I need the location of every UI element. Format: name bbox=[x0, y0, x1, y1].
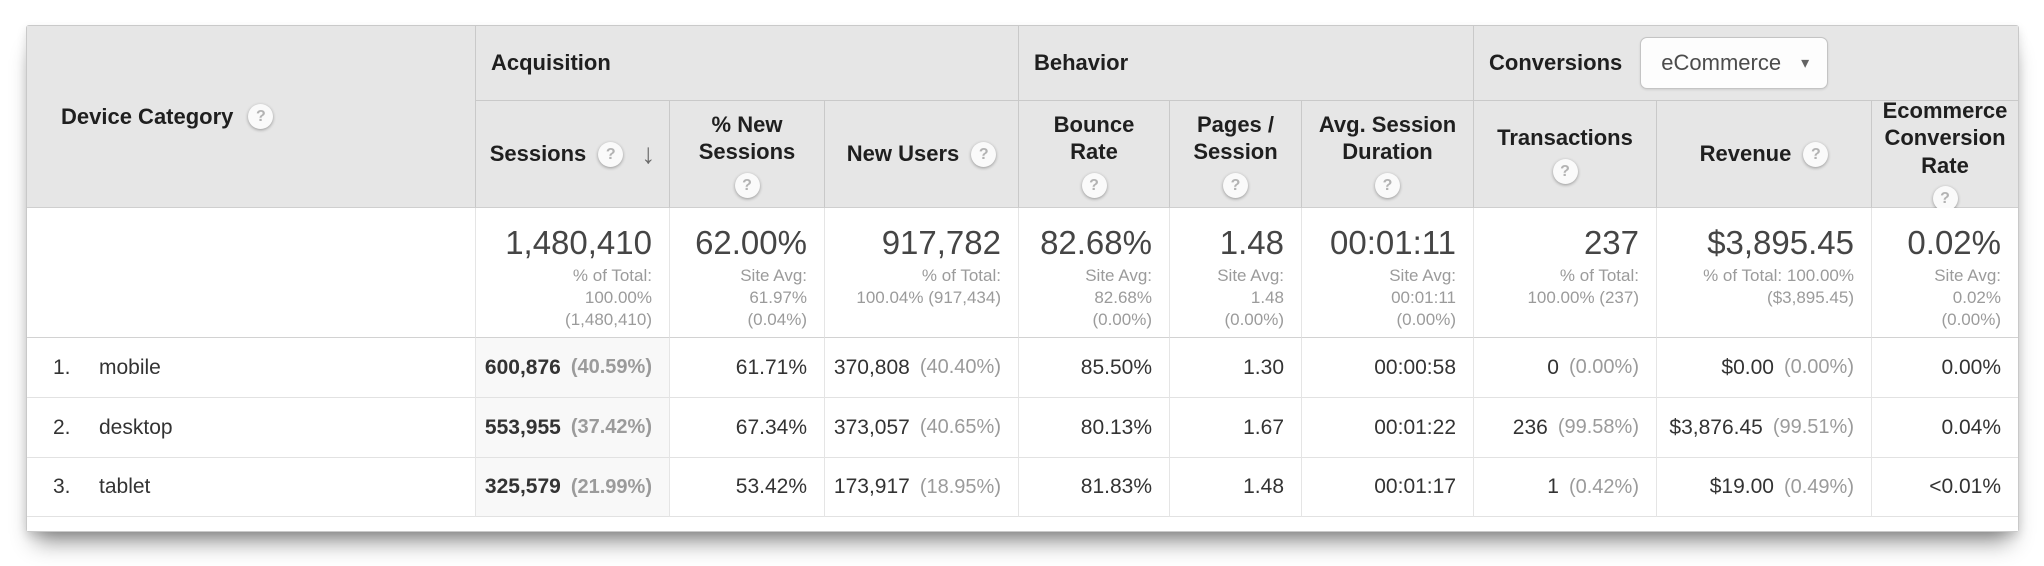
cell-bounce-rate: 85.50% bbox=[1018, 338, 1169, 398]
cell-sessions: 600,876 (40.59%) bbox=[475, 338, 669, 398]
cell-bounce-rate: 81.83% bbox=[1018, 458, 1169, 517]
goal-set-selected-value: eCommerce bbox=[1661, 50, 1782, 75]
sort-descending-icon: ↓ bbox=[641, 138, 656, 169]
total-revenue: $3,895.45 % of Total: 100.00% ($3,895.45… bbox=[1656, 208, 1871, 338]
help-icon[interactable]: ? bbox=[1932, 186, 1958, 212]
cell-revenue: $19.00 (0.49%) bbox=[1656, 458, 1871, 517]
total-sessions: 1,480,410 % of Total: 100.00% (1,480,410… bbox=[475, 208, 669, 338]
group-label: Acquisition bbox=[491, 50, 611, 75]
total-transactions: 237 % of Total: 100.00% (237) bbox=[1473, 208, 1656, 338]
column-header-pct-new-sessions[interactable]: % New Sessions ? bbox=[669, 101, 824, 208]
column-header-pages-session[interactable]: Pages / Session ? bbox=[1169, 101, 1301, 208]
chevron-down-icon: ▾ bbox=[1801, 55, 1810, 72]
goal-set-selector[interactable]: eCommerce ▾ bbox=[1640, 37, 1829, 89]
total-bounce-rate: 82.68% Site Avg: 82.68% (0.00%) bbox=[1018, 208, 1169, 338]
total-ecommerce-conversion-rate: 0.02% Site Avg: 0.02% (0.00%) bbox=[1871, 208, 2018, 338]
column-header-transactions[interactable]: Transactions ? bbox=[1473, 101, 1656, 208]
cell-revenue: $0.00 (0.00%) bbox=[1656, 338, 1871, 398]
cell-pages-session: 1.30 bbox=[1169, 338, 1301, 398]
cell-transactions: 1 (0.42%) bbox=[1473, 458, 1656, 517]
column-header-new-users[interactable]: New Users ? bbox=[824, 101, 1018, 208]
table-bottom-spacer bbox=[27, 517, 2018, 531]
table-row-tablet-label: 3. tablet bbox=[27, 458, 475, 517]
total-avg-session-duration: 00:01:11 Site Avg: 00:01:11 (0.00%) bbox=[1301, 208, 1473, 338]
cell-ecommerce-conversion-rate: 0.00% bbox=[1871, 338, 2018, 398]
cell-new-users: 370,808 (40.40%) bbox=[824, 338, 1018, 398]
cell-ecommerce-conversion-rate: 0.04% bbox=[1871, 398, 2018, 458]
cell-pct-new-sessions: 61.71% bbox=[669, 338, 824, 398]
row-rank: 2. bbox=[53, 415, 71, 439]
help-icon[interactable]: ? bbox=[248, 104, 274, 129]
group-label: Behavior bbox=[1034, 50, 1129, 75]
row-rank: 1. bbox=[53, 355, 71, 379]
help-icon[interactable]: ? bbox=[1552, 158, 1578, 184]
cell-transactions: 0 (0.00%) bbox=[1473, 338, 1656, 398]
table-row-mobile-label: 1. mobile bbox=[27, 338, 475, 398]
row-device-label: tablet bbox=[99, 475, 151, 498]
cell-sessions: 553,955 (37.42%) bbox=[475, 398, 669, 458]
cell-new-users: 173,917 (18.95%) bbox=[824, 458, 1018, 517]
cell-avg-session-duration: 00:01:22 bbox=[1301, 398, 1473, 458]
help-icon[interactable]: ? bbox=[1803, 141, 1829, 167]
cell-pct-new-sessions: 53.42% bbox=[669, 458, 824, 517]
cell-ecommerce-conversion-rate: <0.01% bbox=[1871, 458, 2018, 517]
cell-avg-session-duration: 00:01:17 bbox=[1301, 458, 1473, 517]
cell-new-users: 373,057 (40.65%) bbox=[824, 398, 1018, 458]
cell-pct-new-sessions: 67.34% bbox=[669, 398, 824, 458]
column-header-ecommerce-conversion-rate[interactable]: Ecommerce Conversion Rate ? bbox=[1871, 98, 2018, 212]
cell-pages-session: 1.48 bbox=[1169, 458, 1301, 517]
help-icon[interactable]: ? bbox=[971, 141, 997, 167]
column-header-bounce-rate[interactable]: Bounce Rate ? bbox=[1018, 101, 1169, 208]
cell-revenue: $3,876.45 (99.51%) bbox=[1656, 398, 1871, 458]
cell-pages-session: 1.67 bbox=[1169, 398, 1301, 458]
column-header-avg-session-duration[interactable]: Avg. Session Duration ? bbox=[1301, 101, 1473, 208]
help-icon[interactable]: ? bbox=[598, 141, 624, 167]
help-icon[interactable]: ? bbox=[734, 172, 760, 198]
cell-avg-session-duration: 00:00:58 bbox=[1301, 338, 1473, 398]
row-rank: 3. bbox=[53, 475, 71, 498]
column-header-revenue[interactable]: Revenue ? bbox=[1656, 101, 1871, 208]
total-pct-new-sessions: 62.00% Site Avg: 61.97% (0.04%) bbox=[669, 208, 824, 338]
group-label: Conversions bbox=[1489, 50, 1623, 75]
totals-row-spacer bbox=[27, 208, 475, 338]
column-header-sessions[interactable]: Sessions ? ↓ bbox=[475, 101, 669, 208]
row-device-label: desktop bbox=[99, 415, 173, 439]
total-pages-session: 1.48 Site Avg: 1.48 (0.00%) bbox=[1169, 208, 1301, 338]
group-header-behavior: Behavior bbox=[1018, 26, 1473, 101]
table-row-desktop-label: 2. desktop bbox=[27, 398, 475, 458]
row-device-label: mobile bbox=[99, 355, 161, 379]
help-icon[interactable]: ? bbox=[1375, 172, 1400, 198]
cell-transactions: 236 (99.58%) bbox=[1473, 398, 1656, 458]
help-icon[interactable]: ? bbox=[1223, 172, 1248, 198]
total-new-users: 917,782 % of Total: 100.04% (917,434) bbox=[824, 208, 1018, 338]
group-header-acquisition: Acquisition bbox=[475, 26, 1018, 101]
group-header-conversions: Conversions eCommerce ▾ bbox=[1473, 26, 2018, 101]
cell-sessions: 325,579 (21.99%) bbox=[475, 458, 669, 517]
help-icon[interactable]: ? bbox=[1081, 172, 1107, 198]
dimension-column-header[interactable]: Device Category ? bbox=[27, 26, 475, 208]
cell-bounce-rate: 80.13% bbox=[1018, 398, 1169, 458]
analytics-data-table: Device Category ? Acquisition Behavior C… bbox=[26, 25, 2019, 532]
dimension-label: Device Category bbox=[61, 103, 234, 129]
